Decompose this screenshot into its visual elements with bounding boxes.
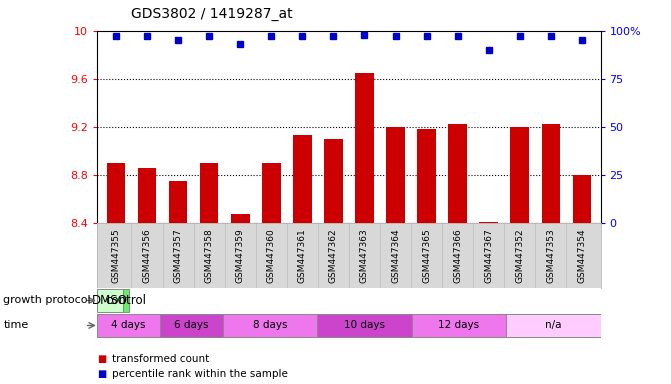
Bar xyxy=(506,314,601,337)
Text: GSM447356: GSM447356 xyxy=(142,228,152,283)
Bar xyxy=(97,314,160,337)
Text: transformed count: transformed count xyxy=(112,354,209,364)
Text: ■: ■ xyxy=(97,369,107,379)
Text: GSM447361: GSM447361 xyxy=(298,228,307,283)
Text: time: time xyxy=(3,320,29,331)
Bar xyxy=(386,127,405,223)
Text: 4 days: 4 days xyxy=(111,320,146,331)
Bar xyxy=(138,167,156,223)
Text: GSM447359: GSM447359 xyxy=(236,228,245,283)
Text: GSM447366: GSM447366 xyxy=(453,228,462,283)
Text: GSM447354: GSM447354 xyxy=(578,228,586,283)
Bar xyxy=(200,163,219,223)
Bar xyxy=(417,129,436,223)
Bar xyxy=(107,163,125,223)
Bar xyxy=(262,163,280,223)
Bar xyxy=(511,127,529,223)
Text: DMSO: DMSO xyxy=(92,294,128,307)
Text: n/a: n/a xyxy=(545,320,562,331)
Bar xyxy=(231,214,250,223)
Bar xyxy=(97,289,123,312)
Bar xyxy=(324,139,343,223)
Bar xyxy=(293,135,311,223)
Text: GSM447355: GSM447355 xyxy=(111,228,120,283)
Text: GSM447353: GSM447353 xyxy=(546,228,556,283)
Text: GSM447363: GSM447363 xyxy=(360,228,369,283)
Text: percentile rank within the sample: percentile rank within the sample xyxy=(112,369,288,379)
Text: GSM447365: GSM447365 xyxy=(422,228,431,283)
Text: 8 days: 8 days xyxy=(253,320,288,331)
Text: GSM447364: GSM447364 xyxy=(391,228,400,283)
Text: 12 days: 12 days xyxy=(438,320,480,331)
Text: GSM447362: GSM447362 xyxy=(329,228,338,283)
Text: ■: ■ xyxy=(97,354,107,364)
Bar xyxy=(223,314,317,337)
Bar xyxy=(479,222,498,223)
Text: GSM447352: GSM447352 xyxy=(515,228,524,283)
Text: GSM447360: GSM447360 xyxy=(267,228,276,283)
Text: growth protocol: growth protocol xyxy=(3,295,91,306)
Text: 6 days: 6 days xyxy=(174,320,209,331)
Bar xyxy=(317,314,412,337)
Bar xyxy=(355,73,374,223)
Bar xyxy=(168,181,187,223)
Text: GDS3802 / 1419287_at: GDS3802 / 1419287_at xyxy=(131,7,293,21)
Bar xyxy=(541,124,560,223)
Bar xyxy=(123,289,129,312)
Text: 10 days: 10 days xyxy=(344,320,385,331)
Bar xyxy=(160,314,223,337)
Bar xyxy=(448,124,467,223)
Text: GSM447358: GSM447358 xyxy=(205,228,213,283)
Bar xyxy=(572,175,591,223)
Bar xyxy=(412,314,506,337)
Text: GSM447367: GSM447367 xyxy=(484,228,493,283)
Text: control: control xyxy=(105,294,146,307)
Text: GSM447357: GSM447357 xyxy=(174,228,183,283)
